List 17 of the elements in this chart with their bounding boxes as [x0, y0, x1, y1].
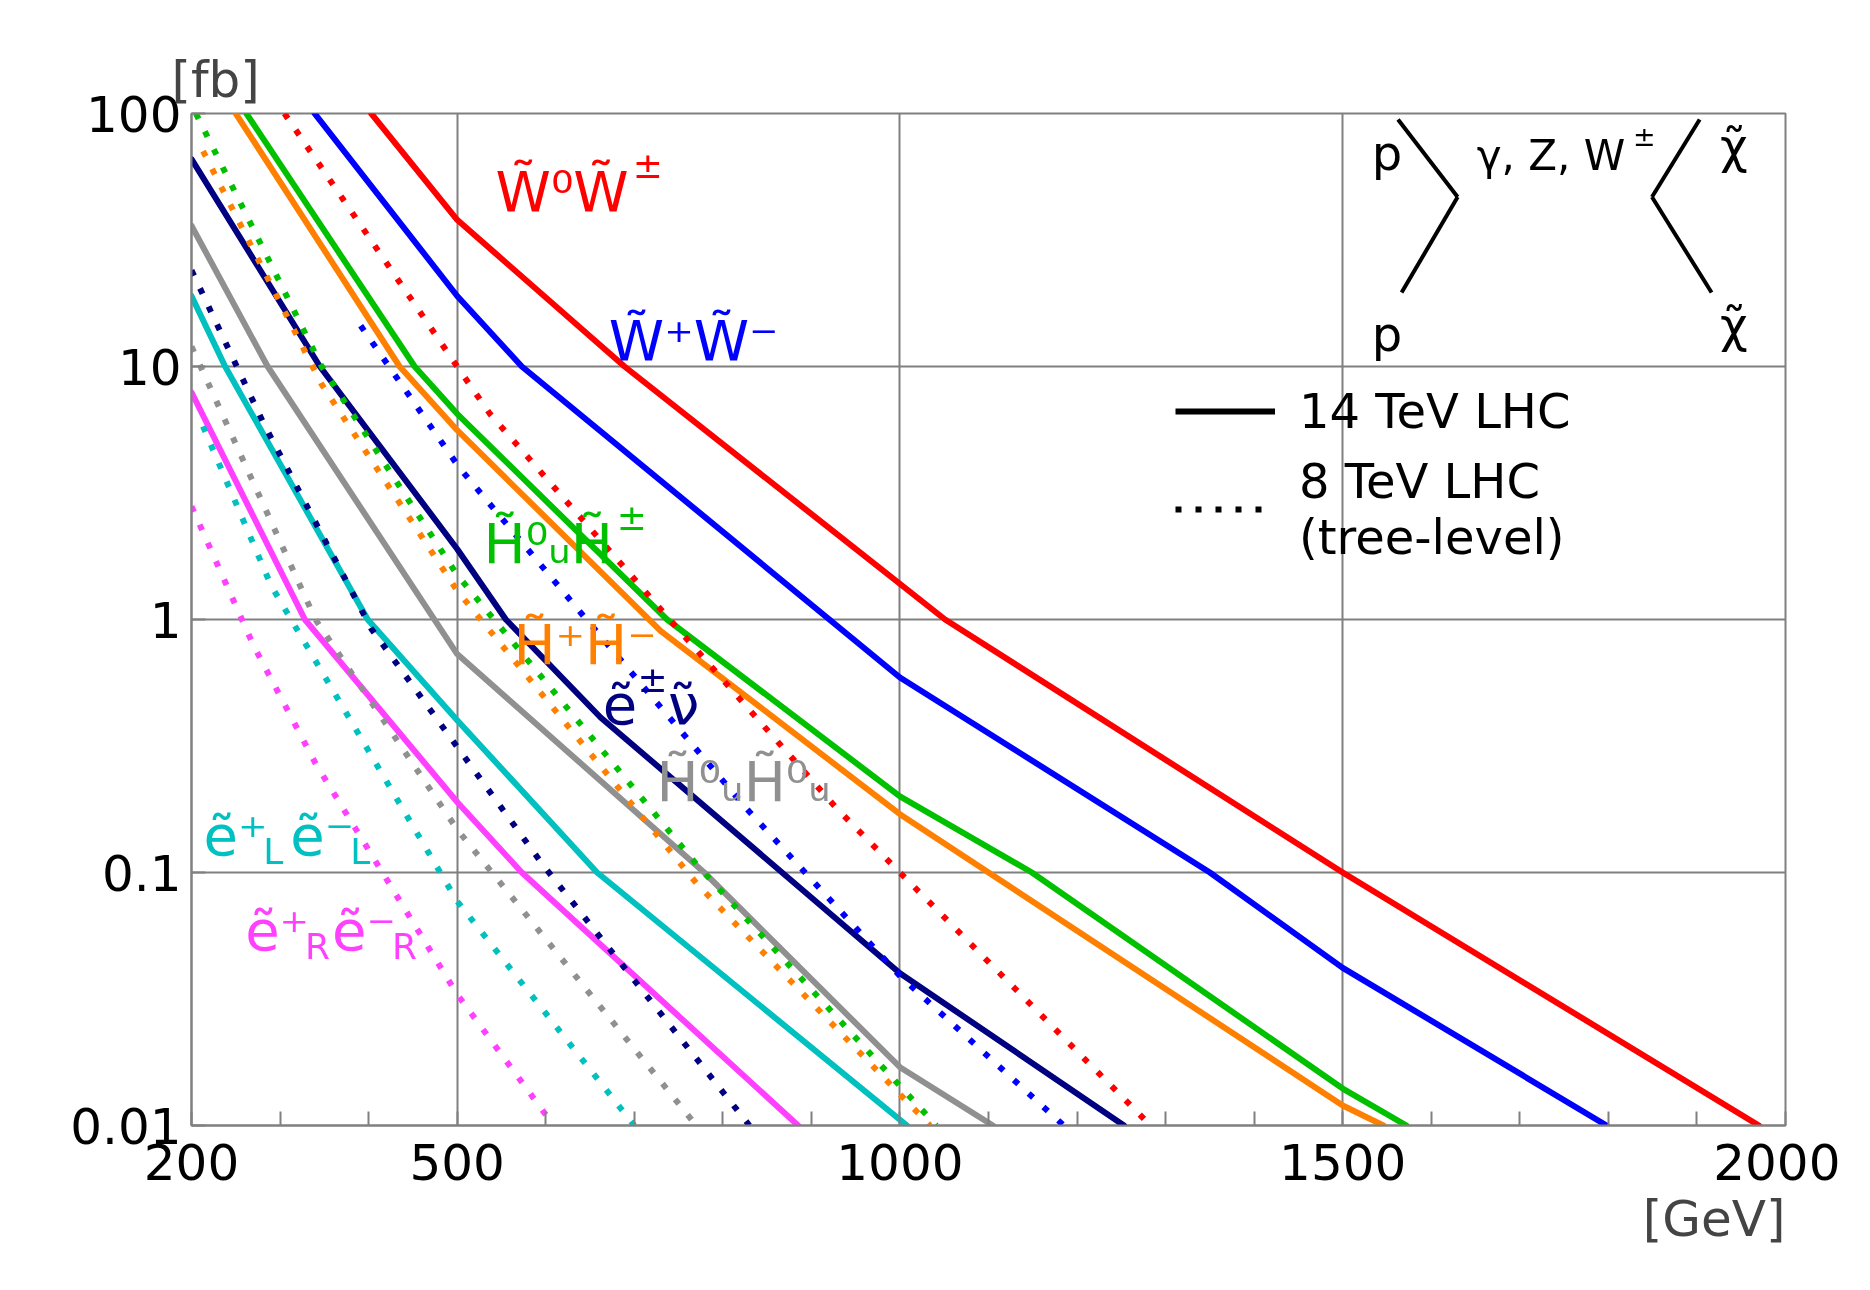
y-tick-label: 1 — [149, 591, 182, 650]
annotation: γ, Z, W± — [1476, 120, 1656, 180]
series-label: W̃⁺W̃⁻ — [608, 307, 779, 373]
y-tick-label: 10 — [117, 338, 182, 397]
annotation: 14 TeV LHC — [1299, 383, 1571, 439]
x-tick-label: 2000 — [1713, 1133, 1841, 1192]
annotation: p — [1371, 306, 1403, 363]
annotation: χ̃ — [1719, 117, 1748, 174]
series-label: W̃⁰W̃± — [495, 145, 663, 224]
x-axis-title: [GeV] — [1642, 1189, 1786, 1248]
x-tick-label: 1500 — [1279, 1133, 1407, 1192]
x-tick-label: 1000 — [836, 1133, 964, 1192]
x-tick-label: 500 — [409, 1133, 505, 1192]
annotation: p — [1371, 124, 1403, 181]
annotation: χ̃ — [1719, 296, 1748, 353]
y-tick-label: 0.1 — [101, 844, 182, 903]
annotation: 8 TeV LHC (tree-level) — [1299, 453, 1565, 565]
